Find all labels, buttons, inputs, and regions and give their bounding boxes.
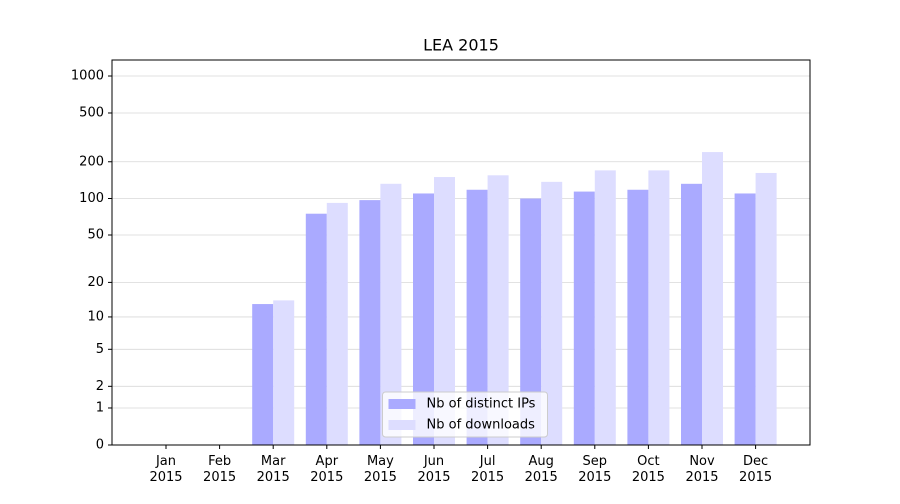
y-tick-label: 2 (96, 379, 104, 394)
bar (273, 300, 295, 445)
x-tick-label: Apr 2015 (310, 454, 343, 485)
x-tick-label: Sep 2015 (578, 454, 611, 485)
y-tick-label: 10 (87, 309, 104, 324)
legend-swatch (388, 420, 416, 430)
y-tick-label: 1 (96, 400, 104, 415)
x-tick-label: Oct 2015 (632, 454, 665, 485)
bar (681, 183, 702, 445)
bar (755, 172, 777, 446)
legend: Nb of distinct IPs Nb of downloads (382, 391, 548, 438)
bar (594, 170, 616, 445)
y-tick-label: 1000 (71, 69, 104, 84)
y-tick-label: 5 (96, 342, 104, 357)
legend-box (382, 391, 548, 438)
bar (434, 177, 455, 445)
bar (648, 170, 670, 445)
bar (252, 304, 274, 445)
legend-label: Nb of distinct IPs (427, 397, 536, 412)
bar (380, 183, 402, 445)
bar (627, 189, 649, 445)
x-tick-label: Nov 2015 (685, 454, 718, 485)
x-tick-label: Jun 2015 (417, 454, 450, 485)
bar (326, 202, 348, 445)
bar (520, 198, 542, 445)
bar (541, 181, 563, 445)
legend-swatch (388, 399, 416, 409)
bar (702, 152, 723, 446)
x-tick-label: Feb 2015 (203, 454, 236, 485)
y-tick-label: 0 (96, 438, 104, 453)
bar (305, 213, 327, 445)
x-tick-label: Jul 2015 (471, 454, 504, 485)
plot-frame (111, 59, 811, 446)
bar (466, 189, 488, 445)
y-tick-label: 500 (79, 105, 104, 120)
chart-title: LEA 2015 (423, 36, 499, 55)
x-tick-label: Aug 2015 (525, 454, 558, 485)
x-tick-label: May 2015 (364, 454, 397, 485)
y-tick-label: 20 (87, 275, 104, 290)
legend-label: Nb of downloads (427, 418, 536, 433)
x-tick-label: Mar 2015 (257, 454, 290, 485)
x-tick-label: Dec 2015 (739, 454, 772, 485)
x-tick-label: Jan 2015 (149, 454, 182, 485)
bar (359, 200, 381, 445)
y-tick-label: 200 (79, 154, 104, 169)
bar (487, 175, 509, 445)
y-tick-label: 100 (79, 191, 104, 206)
y-tick-label: 50 (87, 228, 104, 243)
bar (413, 193, 434, 445)
bar (573, 191, 595, 445)
bar (734, 193, 756, 445)
